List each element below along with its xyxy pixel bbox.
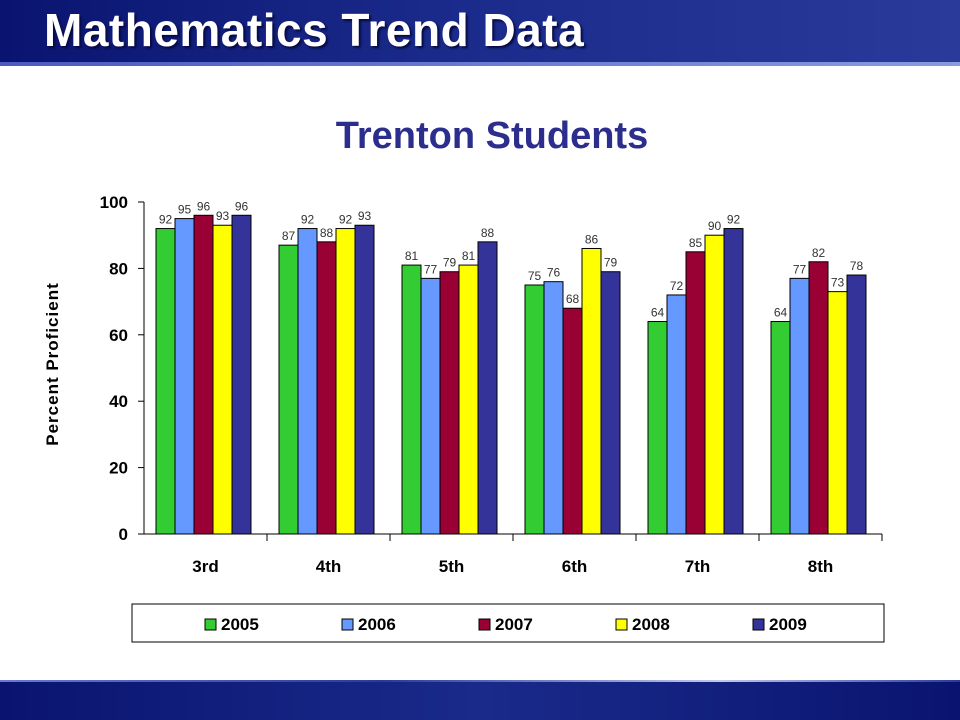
bar — [808, 261, 829, 535]
bar-data-label: 92 — [301, 213, 315, 227]
bar-data-label: 85 — [689, 236, 703, 250]
legend-swatch — [341, 618, 354, 631]
bar — [297, 228, 318, 535]
bar — [354, 224, 375, 535]
bar — [335, 228, 356, 535]
legend: 2005 2006 2007 2008 2009 — [131, 603, 885, 643]
bar — [477, 241, 498, 535]
bar-data-label: 79 — [443, 256, 457, 270]
bar — [666, 294, 687, 535]
bar-data-label: 81 — [462, 249, 476, 263]
legend-label: 2006 — [358, 615, 396, 634]
bar — [723, 228, 744, 535]
y-tick-label: 40 — [109, 392, 128, 411]
header-stripe — [0, 62, 960, 66]
bar-data-label: 92 — [727, 213, 741, 227]
bar — [846, 274, 867, 535]
bar — [827, 291, 848, 535]
bar-data-label: 72 — [670, 279, 684, 293]
bar-data-label: 92 — [159, 213, 173, 227]
bar-data-label: 77 — [424, 262, 438, 276]
bar-data-label: 75 — [528, 269, 542, 283]
bar-chart: Trenton Students Percent Proficient 0 20 4… — [43, 115, 885, 643]
bar — [278, 244, 299, 535]
bar-data-label: 79 — [604, 256, 618, 270]
x-tick-label: 4th — [316, 557, 342, 576]
bar-data-label: 93 — [358, 209, 372, 223]
y-tick-label: 100 — [100, 193, 128, 212]
y-tick-label: 20 — [109, 459, 128, 478]
bar — [231, 214, 252, 535]
bar — [174, 218, 195, 535]
bar-data-label: 96 — [235, 199, 249, 213]
footer-band — [0, 682, 960, 720]
x-tick-label: 5th — [439, 557, 465, 576]
bar-data-label: 81 — [405, 249, 419, 263]
bar-data-label: 88 — [320, 226, 334, 240]
plot-area: 0 20 40 60 80 100 92 95 96 93 96 3rd 87 92 88 92 93 4th 81… — [100, 193, 883, 576]
y-tick-label: 80 — [109, 259, 128, 278]
legend-swatch — [752, 618, 765, 631]
y-tick-label: 0 — [119, 525, 128, 544]
bar — [647, 321, 668, 535]
bar — [420, 277, 441, 535]
y-tick-label: 60 — [109, 326, 128, 345]
bar — [581, 247, 602, 535]
bar-data-label: 96 — [197, 199, 211, 213]
bar — [543, 281, 564, 535]
bar-data-label: 76 — [547, 266, 561, 280]
bar-data-label: 68 — [566, 292, 580, 306]
bar — [770, 321, 791, 535]
bar-data-label: 64 — [774, 306, 788, 320]
bar-data-label: 90 — [708, 219, 722, 233]
bar-data-label: 77 — [793, 262, 807, 276]
bar — [316, 241, 337, 535]
bar — [193, 214, 214, 535]
legend-label: 2005 — [221, 615, 259, 634]
bar-data-label: 88 — [481, 226, 495, 240]
bar — [562, 307, 583, 535]
bar-data-label: 78 — [850, 259, 864, 273]
bar-data-label: 92 — [339, 213, 353, 227]
bar-data-label: 82 — [812, 246, 826, 260]
bar — [704, 234, 725, 535]
header-band — [0, 0, 960, 62]
bar — [212, 224, 233, 535]
bar — [439, 271, 460, 535]
bar-data-label: 93 — [216, 209, 230, 223]
x-tick-label: 6th — [562, 557, 588, 576]
legend-label: 2007 — [495, 615, 533, 634]
legend-label: 2009 — [769, 615, 807, 634]
bar — [458, 264, 479, 535]
bar-data-label: 86 — [585, 232, 599, 246]
bar-data-label: 87 — [282, 229, 296, 243]
slide-title: Mathematics Trend Data — [44, 4, 585, 56]
bar-data-label: 73 — [831, 276, 845, 290]
bar — [155, 228, 176, 535]
legend-label: 2008 — [632, 615, 670, 634]
bar — [401, 264, 422, 535]
bar — [524, 284, 545, 535]
x-tick-label: 7th — [685, 557, 711, 576]
legend-swatch — [204, 618, 217, 631]
bar — [600, 271, 621, 535]
legend-swatch — [478, 618, 491, 631]
bar-data-label: 95 — [178, 203, 192, 217]
bar — [789, 277, 810, 535]
bar — [685, 251, 706, 535]
x-tick-label: 8th — [808, 557, 834, 576]
x-tick-label: 3rd — [192, 557, 218, 576]
legend-swatch — [615, 618, 628, 631]
bar-data-label: 64 — [651, 306, 665, 320]
chart-title: Trenton Students — [336, 115, 648, 157]
y-axis-title: Percent Proficient — [43, 282, 62, 446]
